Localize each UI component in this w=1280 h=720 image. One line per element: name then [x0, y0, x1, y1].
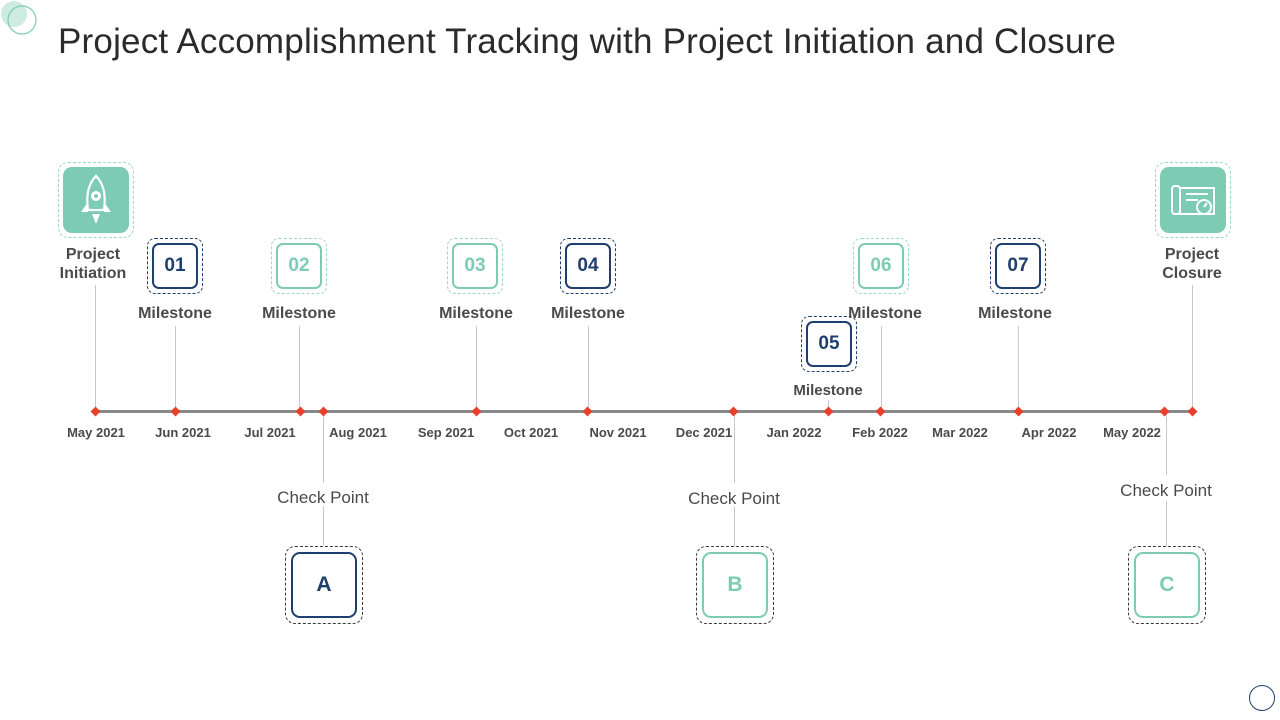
milestone-label: Milestone [793, 382, 863, 399]
decorative-ring [1249, 685, 1275, 711]
checkpoint-letter: A [291, 552, 357, 618]
closure-connector [1192, 285, 1193, 411]
blueprint-icon [1171, 185, 1215, 215]
timeline-marker [90, 406, 101, 417]
milestone-06: 06 [853, 238, 909, 294]
checkpoint-connector [734, 507, 735, 546]
page-title: Project Accomplishment Tracking with Pro… [58, 22, 1117, 61]
milestone-label: Milestone [262, 305, 336, 322]
timeline-marker [875, 406, 886, 417]
timeline-marker [471, 406, 482, 417]
milestone-connector [1018, 326, 1019, 411]
milestone-number: 05 [806, 321, 852, 367]
timeline-marker [728, 406, 739, 417]
project-closure-icon-frame [1155, 162, 1231, 238]
month-label: Oct 2021 [503, 425, 559, 440]
checkpoint-connector [323, 411, 324, 483]
milestone-07: 07 [990, 238, 1046, 294]
timeline-marker [1187, 406, 1198, 417]
milestone-label: Milestone [138, 305, 212, 322]
checkpoint-label: Check Point [688, 489, 780, 508]
checkpoint-letter: B [702, 552, 768, 618]
month-label: Sep 2021 [417, 425, 475, 440]
timeline-marker [1013, 406, 1024, 417]
checkpoint-label: Check Point [1120, 481, 1212, 500]
milestone-02: 02 [271, 238, 327, 294]
month-label: Aug 2021 [329, 425, 387, 440]
milestone-label: Milestone [978, 305, 1052, 322]
month-label: Mar 2022 [932, 425, 988, 440]
month-label: Dec 2021 [675, 425, 733, 440]
timeline-marker [823, 406, 834, 417]
project-closure-label: Project Closure [1162, 246, 1222, 282]
month-label: Jun 2021 [155, 425, 211, 440]
initiation-connector [95, 285, 96, 411]
checkpoint-letter: C [1134, 552, 1200, 618]
month-label: Feb 2022 [852, 425, 908, 440]
milestone-number: 02 [276, 243, 322, 289]
milestone-connector [299, 326, 300, 411]
month-label: Jan 2022 [766, 425, 822, 440]
milestone-04: 04 [560, 238, 616, 294]
milestone-connector [476, 326, 477, 411]
project-initiation-icon-frame [58, 162, 134, 238]
milestone-number: 04 [565, 243, 611, 289]
milestone-connector [175, 326, 176, 411]
timeline-marker [318, 406, 329, 417]
milestone-03: 03 [447, 238, 503, 294]
timeline-marker [170, 406, 181, 417]
month-label: May 2022 [1103, 425, 1161, 440]
decorative-circles [1, 1, 37, 35]
timeline-axis [96, 410, 1194, 413]
timeline-marker [1159, 406, 1170, 417]
checkpoint-connector [1166, 501, 1167, 546]
rocket-gear-icon [81, 174, 111, 224]
checkpoint-label: Check Point [277, 488, 369, 507]
month-label: Apr 2022 [1021, 425, 1077, 440]
checkpoint-connector [734, 411, 735, 483]
timeline-marker [295, 406, 306, 417]
checkpoint-connector [323, 506, 324, 546]
milestone-number: 01 [152, 243, 198, 289]
project-initiation-label: Project Initiation [59, 246, 127, 282]
milestone-05: 05 [801, 316, 857, 372]
milestone-connector [828, 400, 829, 411]
milestone-01: 01 [147, 238, 203, 294]
milestone-connector [881, 326, 882, 411]
checkpoint-a: A [285, 546, 363, 624]
milestone-connector [588, 326, 589, 411]
milestone-number: 07 [995, 243, 1041, 289]
checkpoint-connector [1166, 411, 1167, 475]
checkpoint-c: C [1128, 546, 1206, 624]
milestone-number: 06 [858, 243, 904, 289]
month-label: Nov 2021 [589, 425, 647, 440]
milestone-number: 03 [452, 243, 498, 289]
milestone-label: Milestone [848, 305, 922, 322]
month-label: May 2021 [67, 425, 125, 440]
timeline-marker [582, 406, 593, 417]
milestone-label: Milestone [439, 305, 513, 322]
month-label: Jul 2021 [244, 425, 296, 440]
checkpoint-b: B [696, 546, 774, 624]
milestone-label: Milestone [551, 305, 625, 322]
